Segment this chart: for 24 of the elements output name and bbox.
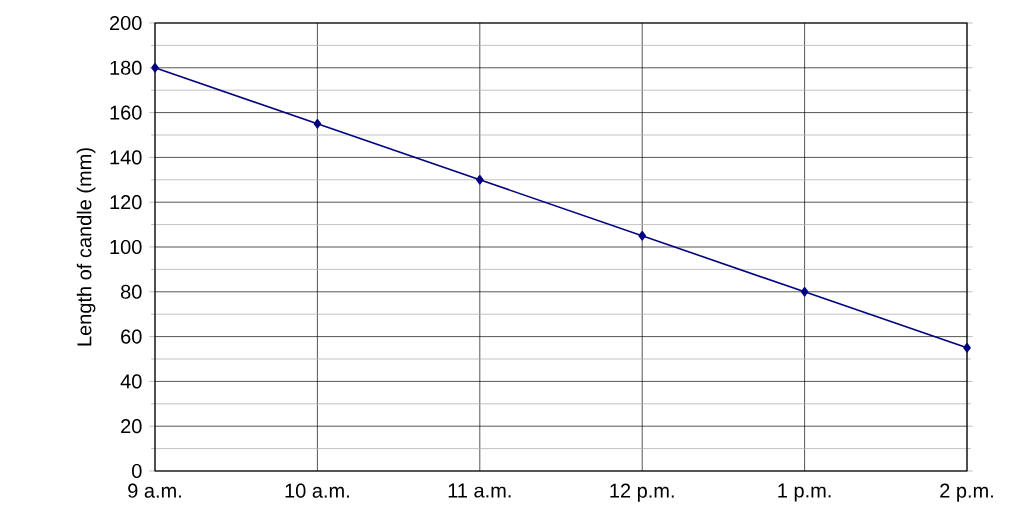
y-tick-label: 160 — [110, 105, 142, 120]
point — [476, 175, 484, 185]
y-tick-label: 0 — [132, 463, 142, 479]
x-tick-label: 1 p.m. — [778, 483, 831, 502]
y-tick-label: 120 — [110, 195, 142, 210]
point — [638, 231, 647, 241]
x-tick-label: 11 a.m. — [448, 483, 511, 498]
y-tick-label: 200 — [110, 15, 142, 31]
y-tick-label: 40 — [120, 374, 142, 389]
y-tick-label: 80 — [121, 284, 142, 299]
y-tick-label: 140 — [110, 150, 142, 165]
y-axis-title: Length of candle (mm) — [76, 148, 96, 346]
point — [800, 287, 809, 297]
y-tick-label: 20 — [121, 419, 142, 434]
y-tick-label: 60 — [121, 329, 142, 344]
point — [963, 343, 971, 353]
x-tick-label: 12 p.m. — [610, 483, 674, 502]
point — [151, 63, 159, 73]
y-tick-label: 100 — [110, 239, 142, 255]
point — [313, 119, 322, 129]
x-tick-label: 2 p.m. — [940, 483, 993, 502]
y-tick-label: 180 — [110, 60, 142, 75]
x-tick-label: 9 a.m. — [128, 483, 181, 498]
x-tick-label: 10 a.m. — [285, 483, 349, 498]
